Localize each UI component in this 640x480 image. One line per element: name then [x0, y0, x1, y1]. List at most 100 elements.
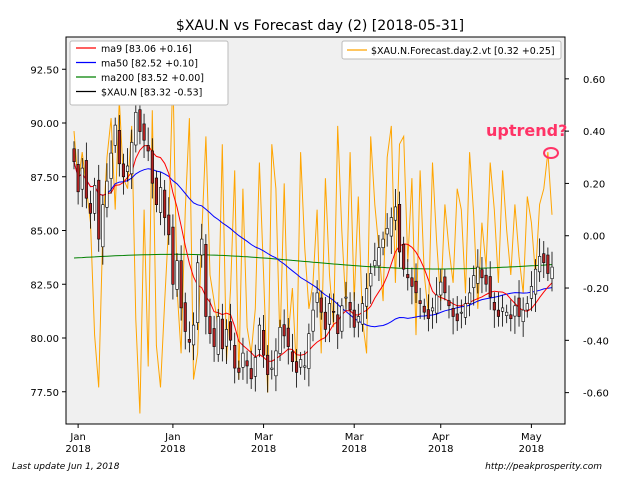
candle-body: [451, 307, 455, 317]
y-left-tick-label: 80.00: [30, 334, 59, 345]
x-tick-label-month: Mar: [345, 432, 365, 443]
candle-body: [364, 288, 369, 307]
candle-body: [521, 309, 525, 323]
candle-body: [373, 260, 377, 267]
candle-body: [196, 262, 200, 323]
candle-body: [126, 165, 130, 172]
candle-body: [484, 274, 488, 285]
candle-body: [286, 327, 290, 347]
candle-body: [257, 324, 262, 350]
candle-body: [274, 350, 278, 377]
candle-body: [159, 187, 163, 213]
x-tick-label-month: Jan: [69, 432, 85, 443]
candle-body: [360, 303, 365, 325]
x-tick-label-year: 2018: [519, 444, 544, 455]
candle-body: [167, 214, 171, 236]
candle-body: [237, 367, 241, 373]
candle-body: [336, 314, 340, 334]
candle-body: [496, 309, 501, 317]
candle-body: [356, 316, 360, 323]
candle-body: [241, 352, 245, 368]
legend-left-label: ma200 [83.52 +0.00]: [101, 73, 204, 84]
x-tick-label-year: 2018: [160, 444, 185, 455]
candle-body: [163, 189, 167, 218]
candle-body: [105, 180, 109, 208]
candle-body: [187, 338, 191, 343]
candle-body: [505, 311, 509, 316]
candle-body: [327, 303, 332, 325]
candle-body: [385, 228, 389, 235]
annotation-circle: [543, 147, 559, 159]
candle-body: [393, 206, 398, 221]
candle-body: [229, 321, 233, 341]
uptrend-annotation: uptrend?: [486, 121, 567, 159]
y-right-tick-label: -0.60: [583, 389, 609, 400]
candle-body: [468, 292, 472, 304]
candle-body: [245, 360, 249, 367]
ma200-line: [73, 253, 553, 270]
chart-title: $XAU.N vs Forecast day (2) [2018-05-31]: [176, 18, 464, 34]
forecast-line: [73, 73, 553, 414]
annotation-text: uptrend?: [486, 121, 567, 140]
y-left-tick-label: 82.50: [30, 280, 59, 291]
y-right-tick-label: 0.00: [583, 232, 605, 243]
candle-body: [369, 273, 373, 287]
candle-body: [538, 255, 542, 273]
candle-body: [109, 152, 113, 179]
candle-body: [220, 318, 224, 350]
candle-body: [84, 160, 88, 199]
legend-left-label: ma9 [83.06 +0.16]: [101, 44, 192, 55]
y-right-tick-label: 0.60: [583, 75, 605, 86]
candle-body: [381, 238, 385, 249]
candle-body: [513, 305, 517, 317]
candle-body: [208, 316, 212, 335]
candle-body: [146, 145, 150, 152]
candle-body: [278, 326, 282, 354]
candle-body: [476, 266, 480, 284]
candle-body: [344, 296, 348, 299]
candle-body: [266, 354, 270, 375]
candle-body: [154, 177, 158, 206]
candle-body: [175, 260, 179, 290]
candle-body: [233, 344, 237, 369]
candle-body: [430, 307, 435, 312]
candle-body: [517, 297, 521, 317]
footer-source-url[interactable]: http://peakprosperity.com: [485, 462, 602, 472]
candle-body: [249, 368, 253, 380]
y-left-tick-label: 85.00: [30, 227, 59, 238]
candle-body: [97, 179, 101, 240]
candle-body: [406, 274, 410, 279]
legend-right: $XAU.N.Forecast.day.2.vt [0.32 +0.25]: [341, 40, 562, 60]
candle-body: [340, 305, 344, 332]
x-tick-label-year: 2018: [251, 444, 276, 455]
x-tick-label-year: 2018: [65, 444, 90, 455]
axes: 92.50 90.00 87.50 85.00 82.50 80.00 77.50 0.60 0…: [30, 65, 609, 455]
candle-body: [443, 276, 447, 294]
candle-body: [282, 324, 286, 337]
candle-body: [492, 301, 496, 311]
x-tick-label-month: May: [521, 432, 542, 443]
candle-body: [212, 328, 216, 347]
candle-body: [117, 130, 121, 165]
candle-body: [463, 303, 468, 318]
candle-body: [72, 148, 76, 163]
candle-body: [319, 297, 323, 313]
candle-body: [533, 268, 538, 295]
candle-body: [200, 238, 204, 256]
candle-body: [509, 314, 513, 319]
candle-body: [224, 329, 228, 347]
y-left-tick-label: 77.50: [30, 388, 59, 399]
candle-body: [529, 286, 534, 299]
candle-body: [294, 361, 299, 373]
candle-body: [192, 324, 196, 346]
candle-body: [303, 365, 307, 368]
candle-body: [550, 266, 554, 280]
y-left-tick-label: 92.50: [30, 65, 59, 76]
candle-body: [439, 281, 443, 296]
candle-body: [455, 313, 459, 322]
y-right-tick-label: -0.20: [583, 284, 609, 295]
candle-body: [348, 301, 352, 311]
legend-right-box: [341, 40, 562, 60]
x-tick-label-year: 2018: [341, 444, 366, 455]
